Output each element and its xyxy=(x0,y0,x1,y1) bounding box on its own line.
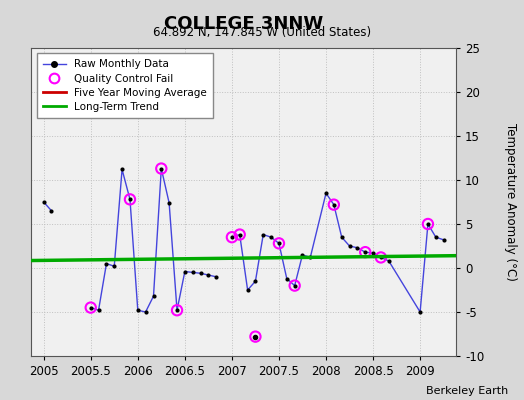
Point xyxy=(118,166,126,173)
Point xyxy=(337,234,346,240)
Point xyxy=(322,190,330,196)
Point xyxy=(290,282,299,289)
Point xyxy=(149,293,158,299)
Point xyxy=(282,275,291,282)
Point xyxy=(157,165,166,172)
Point xyxy=(259,231,267,238)
Point xyxy=(306,254,314,261)
Point xyxy=(141,309,150,315)
Point xyxy=(47,208,56,214)
Point xyxy=(181,268,189,275)
Point xyxy=(244,287,252,293)
Point xyxy=(275,240,283,246)
Point xyxy=(196,270,205,276)
Point xyxy=(377,254,385,261)
Point xyxy=(228,234,236,240)
Point xyxy=(290,282,299,289)
Title: COLLEGE 3NNW: COLLEGE 3NNW xyxy=(164,14,323,32)
Point xyxy=(102,260,111,267)
Point xyxy=(212,274,221,280)
Point xyxy=(424,221,432,227)
Point xyxy=(134,307,142,314)
Point xyxy=(251,334,259,340)
Point xyxy=(173,307,181,314)
Point xyxy=(330,202,338,208)
Point xyxy=(369,250,377,256)
Point xyxy=(235,231,244,238)
Y-axis label: Temperature Anomaly (°C): Temperature Anomaly (°C) xyxy=(504,123,517,281)
Point xyxy=(377,254,385,261)
Text: Berkeley Earth: Berkeley Earth xyxy=(426,386,508,396)
Legend: Raw Monthly Data, Quality Control Fail, Five Year Moving Average, Long-Term Tren: Raw Monthly Data, Quality Control Fail, … xyxy=(37,53,213,118)
Point xyxy=(361,249,369,255)
Point xyxy=(86,304,95,311)
Point xyxy=(267,234,275,240)
Point xyxy=(39,199,48,205)
Point xyxy=(189,269,197,276)
Point xyxy=(204,272,213,278)
Point xyxy=(251,278,259,284)
Point xyxy=(416,309,424,315)
Point xyxy=(330,202,338,208)
Point xyxy=(440,237,448,243)
Point xyxy=(126,196,134,202)
Point xyxy=(345,243,354,249)
Point xyxy=(86,304,95,311)
Point xyxy=(165,200,173,206)
Text: 64.892 N, 147.845 W (United States): 64.892 N, 147.845 W (United States) xyxy=(153,26,371,39)
Point xyxy=(251,334,259,340)
Point xyxy=(432,234,440,240)
Point xyxy=(275,240,283,246)
Point xyxy=(157,165,166,172)
Point xyxy=(126,196,134,202)
Point xyxy=(385,258,393,264)
Point xyxy=(110,263,118,270)
Point xyxy=(361,249,369,255)
Point xyxy=(424,221,432,227)
Point xyxy=(173,307,181,314)
Point xyxy=(353,244,362,251)
Point xyxy=(228,234,236,240)
Point xyxy=(298,252,307,258)
Point xyxy=(235,231,244,238)
Point xyxy=(94,307,103,314)
